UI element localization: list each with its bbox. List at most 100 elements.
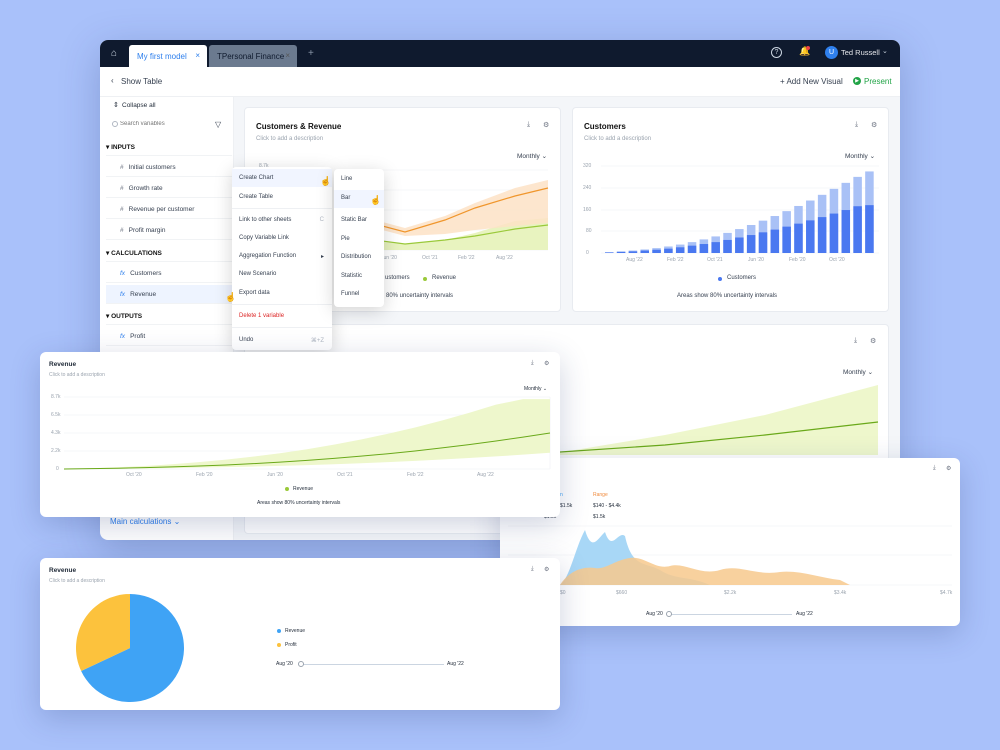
x-tick: Feb '20 <box>196 472 213 478</box>
collapse-icon[interactable]: ⇕ <box>113 102 119 109</box>
add-visual-button[interactable]: + Add New Visual <box>780 77 843 86</box>
download-icon[interactable]: ⤓ <box>527 121 531 128</box>
revenue-pie-card[interactable]: Revenue Click to add a description ⤓ ⚙ R… <box>40 558 560 710</box>
close-icon[interactable]: × <box>285 51 290 60</box>
section-inputs[interactable]: ▾ INPUTS <box>106 137 232 156</box>
bar-customers-10 <box>723 239 732 253</box>
combo-chart <box>374 169 549 251</box>
panel-title: Customers <box>584 122 626 131</box>
show-table-button[interactable]: Show Table <box>121 77 163 86</box>
menu-item-link-sheets[interactable]: Link to other sheets C <box>239 217 324 223</box>
user-name[interactable]: Ted Russell <box>841 48 880 57</box>
section-outputs[interactable]: ▾ OUTPUTS <box>106 306 232 325</box>
bar-customers-2 <box>628 251 638 253</box>
menu-item-new-scenario[interactable]: New Scenario <box>239 271 277 277</box>
bar-customers-4 <box>652 249 661 253</box>
card-description[interactable]: Click to add a description <box>49 372 105 378</box>
avatar[interactable]: U <box>825 46 838 59</box>
gear-icon[interactable]: ⚙ <box>946 466 952 472</box>
gear-icon[interactable]: ⚙ <box>870 338 877 345</box>
x-tick: $660 <box>616 590 628 596</box>
card-title: Revenue <box>49 567 77 574</box>
menu-item-create-chart[interactable]: Create Chart <box>232 169 332 187</box>
granularity-select[interactable]: Monthly ⌄ <box>524 386 548 392</box>
close-icon[interactable]: × <box>195 51 200 60</box>
submenu-item-line[interactable]: Line <box>341 176 353 182</box>
submenu-item-statistic[interactable]: Statistic <box>341 273 363 279</box>
collapse-all-button[interactable]: Collapse all <box>122 102 156 109</box>
menu-item-undo[interactable]: Undo ⌘+Z <box>239 337 324 344</box>
slider-handle[interactable] <box>666 611 672 617</box>
main-calculations-link[interactable]: Main calculations ⌄ <box>110 517 181 526</box>
submenu-item-distribution[interactable]: Distribution <box>341 254 372 260</box>
panel-description[interactable]: Click to add a description <box>584 136 652 142</box>
number-icon: # <box>120 227 124 234</box>
sidebar-item-revenue[interactable]: fx Revenue <box>106 285 232 304</box>
gear-icon[interactable]: ⚙ <box>871 122 878 129</box>
x-tick: $2.2k <box>724 590 737 596</box>
number-icon: # <box>120 206 124 213</box>
granularity-select[interactable]: Monthly ⌄ <box>843 369 874 376</box>
new-tab-button[interactable]: + <box>308 48 314 59</box>
y-tick: 320 <box>583 163 592 169</box>
menu-item-copy-link[interactable]: Copy Variable Link <box>239 235 289 241</box>
download-icon[interactable]: ⤓ <box>933 465 936 471</box>
bar-customers-16 <box>794 223 803 253</box>
sidebar-item-growth-rate[interactable]: # Growth rate <box>106 179 232 198</box>
chevron-down-icon[interactable]: ⌄ <box>882 48 888 55</box>
menu-item-delete[interactable]: Delete 1 variable <box>239 313 285 319</box>
slider-end-label: Aug '22 <box>796 611 813 617</box>
menu-item-create-table[interactable]: Create Table <box>239 194 273 200</box>
submenu-item-pie[interactable]: Pie <box>341 236 350 242</box>
sidebar-item-profit-margin[interactable]: # Profit margin <box>106 221 232 240</box>
card-description[interactable]: Click to add a description <box>49 578 105 584</box>
sidebar-item-customers[interactable]: fx Customers <box>106 264 232 283</box>
slider-handle[interactable] <box>298 661 304 667</box>
present-button[interactable]: Present <box>864 77 892 86</box>
bar-customers-14 <box>770 229 780 253</box>
gear-icon[interactable]: ⚙ <box>544 567 550 573</box>
sidebar: ⇕ Collapse all ▽ ▾ INPUTS #Initial custo… <box>100 97 234 540</box>
bar-customers-8 <box>699 244 709 253</box>
bar-customers-18 <box>817 217 827 253</box>
filter-icon[interactable]: ▽ <box>215 120 222 129</box>
granularity-select[interactable]: Monthly ⌄ <box>845 153 876 160</box>
slider-track[interactable] <box>670 614 792 615</box>
granularity-select[interactable]: Monthly ⌄ <box>517 153 548 160</box>
bar-customers-1 <box>616 251 626 253</box>
menu-item-export[interactable]: Export data <box>239 290 270 296</box>
submenu-item-static-bar[interactable]: Static Bar <box>341 217 368 223</box>
distribution-card[interactable]: ⤓ ⚙ n $1.5k $1.5k Range $140 - $4.4k $1.… <box>500 458 960 626</box>
sidebar-item-initial-customers[interactable]: # Initial customers <box>106 158 232 177</box>
download-icon[interactable]: ⤓ <box>855 121 859 128</box>
notification-dot <box>806 46 810 50</box>
slider-track[interactable] <box>302 664 444 665</box>
submenu-item-bar[interactable]: Bar <box>334 190 384 208</box>
download-icon[interactable]: ⤓ <box>531 360 534 366</box>
revenue-line-card[interactable]: Revenue Click to add a description ⤓ ⚙ M… <box>40 352 560 517</box>
download-icon[interactable]: ⤓ <box>531 566 534 572</box>
pie-slice-profit <box>75 594 130 671</box>
sidebar-item-revenue-per-customer[interactable]: # Revenue per customer <box>106 200 232 219</box>
search-input[interactable] <box>120 118 210 130</box>
panel-customers[interactable]: Customers Click to add a description ⤓ ⚙… <box>572 107 889 312</box>
panel-description[interactable]: Click to add a description <box>256 136 324 142</box>
download-icon[interactable]: ⤓ <box>854 337 858 344</box>
tab-my-first-model[interactable]: My first model × <box>129 45 207 67</box>
sidebar-item-profit[interactable]: fx Profit <box>106 327 232 346</box>
menu-item-aggregation[interactable]: Aggregation Function ▸ <box>239 253 324 260</box>
chart-note: 80% uncertainty intervals <box>386 293 454 299</box>
gear-icon[interactable]: ⚙ <box>544 361 550 367</box>
help-icon[interactable]: ? <box>771 47 782 58</box>
chevron-left-icon[interactable]: ‹ <box>111 76 114 85</box>
cursor-icon: ☝ <box>320 176 332 186</box>
tab-personal-finance[interactable]: TPersonal Finance × <box>209 45 297 67</box>
submenu-item-funnel[interactable]: Funnel <box>341 291 360 297</box>
chevron-down-icon: ⌄ <box>542 386 548 392</box>
gear-icon[interactable]: ⚙ <box>543 122 550 129</box>
section-calculations[interactable]: ▾ CALCULATIONS <box>106 243 232 262</box>
bell-icon[interactable]: 🔔 <box>799 46 811 56</box>
home-icon[interactable]: ⌂ <box>111 48 118 59</box>
function-icon: fx <box>120 333 126 340</box>
legend-revenue: Revenue <box>285 628 306 634</box>
